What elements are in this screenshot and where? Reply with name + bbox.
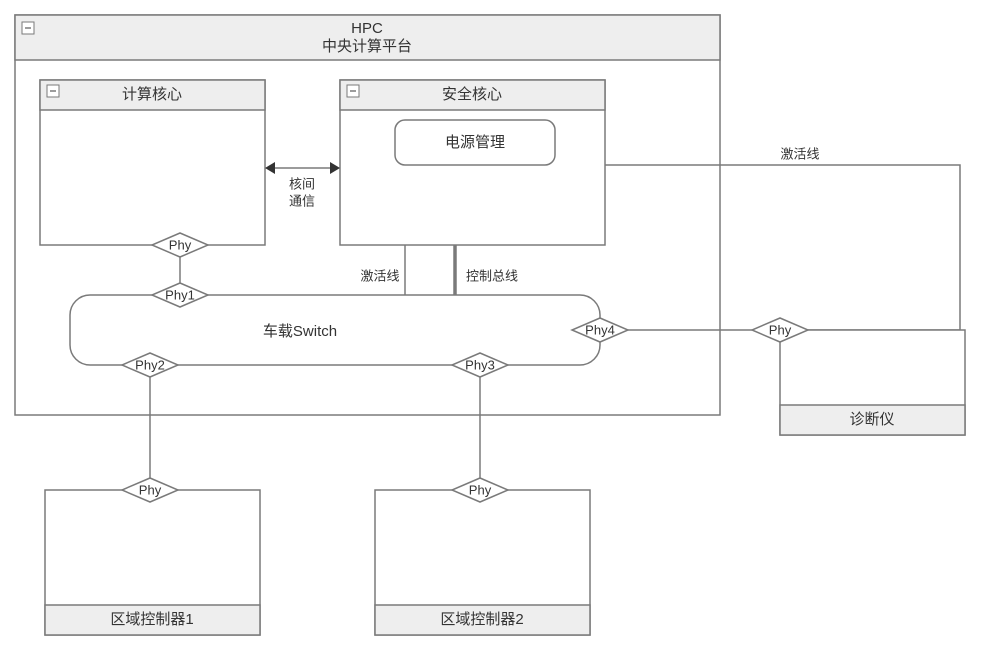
bus-label: 控制总线 (466, 268, 518, 283)
diag-block: 诊断仪 (780, 330, 965, 435)
diag-title: 诊断仪 (849, 411, 894, 428)
svg-text:Phy: Phy (769, 322, 792, 337)
svg-text:Phy: Phy (169, 237, 192, 252)
switch-label: 车载Switch (263, 323, 337, 340)
svg-text:Phy: Phy (139, 482, 162, 497)
safety-title: 安全核心 (442, 85, 502, 103)
power-label: 电源管理 (445, 134, 505, 151)
zc1-block: 区域控制器1 (45, 490, 260, 635)
zc2-title: 区域控制器2 (440, 611, 523, 628)
compute-block: 计算核心 (40, 80, 265, 245)
intercore-l2: 通信 (289, 193, 315, 208)
act2-label: 激活线 (780, 146, 819, 161)
hpc-title2: 中央计算平台 (322, 37, 412, 55)
compute-title: 计算核心 (122, 85, 182, 103)
act1-label: 激活线 (360, 268, 399, 283)
power-block: 电源管理 (395, 120, 555, 165)
intercore-l1: 核间 (289, 176, 315, 191)
svg-text:Phy: Phy (469, 482, 492, 497)
zc1-title: 区域控制器1 (110, 611, 193, 628)
svg-text:Phy2: Phy2 (135, 357, 165, 372)
svg-text:Phy1: Phy1 (165, 287, 195, 302)
zc2-block: 区域控制器2 (375, 490, 590, 635)
hpc-title1: HPC (351, 20, 383, 37)
svg-text:Phy3: Phy3 (465, 357, 495, 372)
svg-text:Phy4: Phy4 (585, 322, 615, 337)
